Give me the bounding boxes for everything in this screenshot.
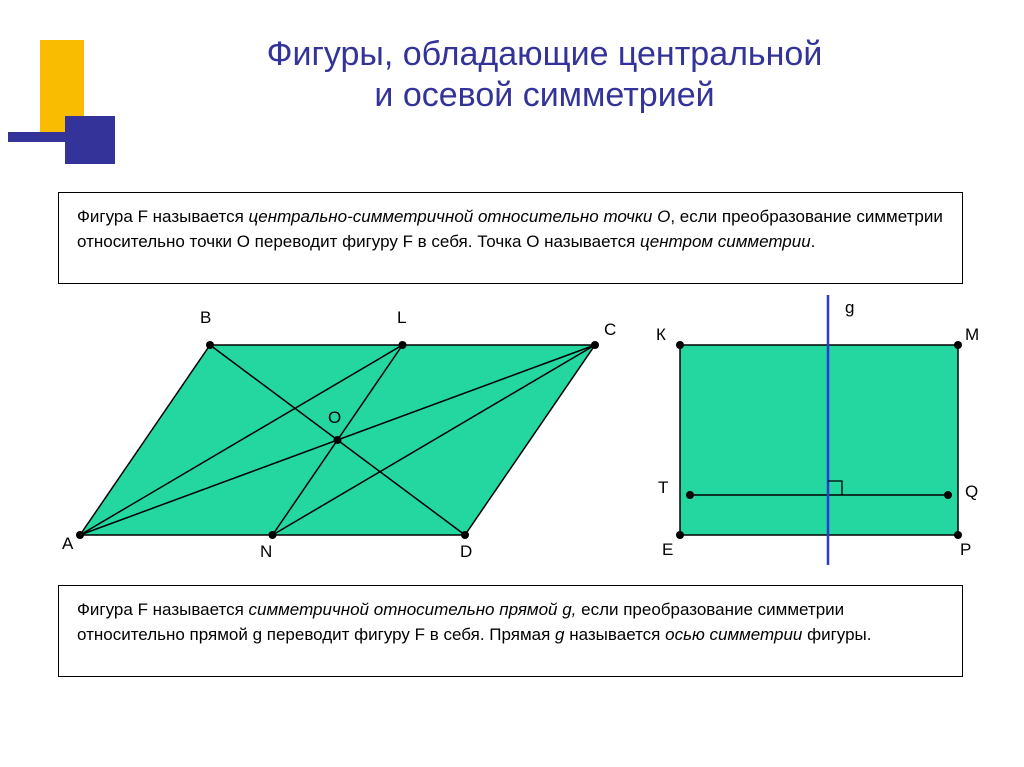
- decor-block: [65, 116, 115, 164]
- title-line-2: и осевой симметрией: [374, 76, 714, 114]
- point-label-L: L: [397, 308, 406, 327]
- point-label-P: Р: [960, 540, 971, 559]
- parallelogram-diagram: А В L С D N O: [50, 305, 650, 575]
- definition-box-central-symmetry: Фигура F называется центрально-симметрич…: [58, 192, 963, 284]
- definition-box-axial-symmetry: Фигура F называется симметричной относит…: [58, 585, 963, 677]
- point-label-B: В: [200, 308, 211, 327]
- title-line-1: Фигуры, обладающие центральной: [267, 35, 823, 73]
- slide-title: Фигуры, обладающие центральной и осевой …: [105, 34, 984, 116]
- point-label-N: N: [260, 542, 272, 561]
- point-label-O: O: [328, 408, 341, 427]
- point-label-M: М: [965, 325, 979, 344]
- point-label-D: D: [460, 542, 472, 561]
- decor-block: [8, 132, 72, 142]
- point-label-E: Е: [662, 540, 673, 559]
- point-label-Q: Q: [965, 482, 978, 501]
- point-label-T: Т: [658, 478, 668, 497]
- point-label-g: g: [845, 298, 854, 317]
- point-label-A: А: [62, 534, 74, 553]
- point-label-K: К: [656, 325, 666, 344]
- rectangle-diagram: g К М Е Р Т Q: [640, 295, 990, 585]
- point-label-C: С: [604, 320, 616, 339]
